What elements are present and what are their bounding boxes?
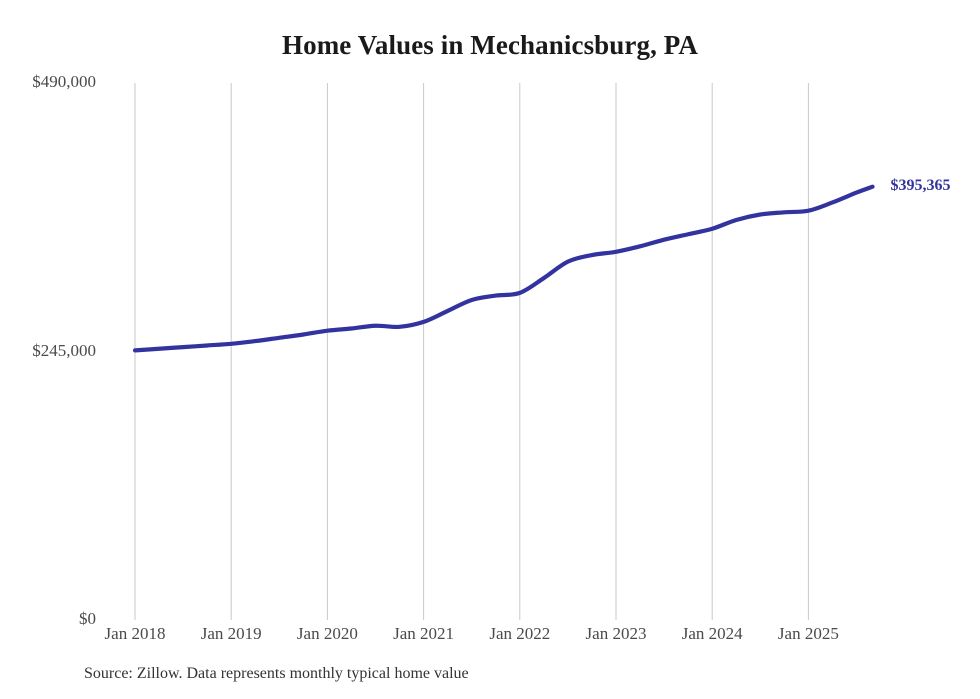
x-axis-tick-label: Jan 2022 xyxy=(489,624,551,643)
x-axis-tick-label: Jan 2023 xyxy=(585,624,647,643)
end-value-annotation: $395,365 xyxy=(890,176,951,194)
x-axis-tick-label: Jan 2018 xyxy=(104,624,166,643)
x-axis-tick-label: Jan 2020 xyxy=(296,624,358,643)
chart-title: Home Values in Mechanicsburg, PA xyxy=(282,30,698,60)
x-axis-tick-label: Jan 2025 xyxy=(777,624,839,643)
x-axis-tick-label: Jan 2024 xyxy=(681,624,743,643)
x-axis-tick-label: Jan 2021 xyxy=(393,624,455,643)
y-axis-tick-label: $490,000 xyxy=(32,72,96,91)
home-value-series-line xyxy=(132,184,875,353)
y-axis-tick-label: $245,000 xyxy=(32,340,96,360)
source-note: Source: Zillow. Data represents monthly … xyxy=(84,665,469,682)
y-axis-tick-label: $0 xyxy=(79,609,96,628)
x-axis-tick-label: Jan 2019 xyxy=(200,624,262,643)
vertical-gridlines xyxy=(134,83,809,620)
